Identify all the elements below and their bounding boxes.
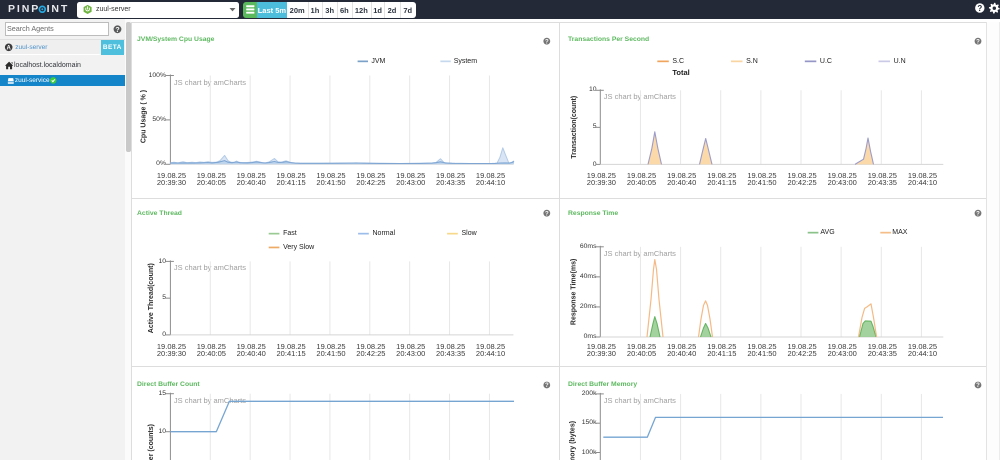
svg-text:?: ? — [545, 383, 549, 389]
svg-text:?: ? — [976, 211, 980, 217]
svg-text:?: ? — [545, 39, 549, 45]
svg-text:?: ? — [545, 211, 549, 217]
svg-text:?: ? — [976, 383, 980, 389]
svg-text:Response Time(ms): Response Time(ms) — [571, 259, 578, 325]
svg-text:?: ? — [976, 39, 980, 45]
